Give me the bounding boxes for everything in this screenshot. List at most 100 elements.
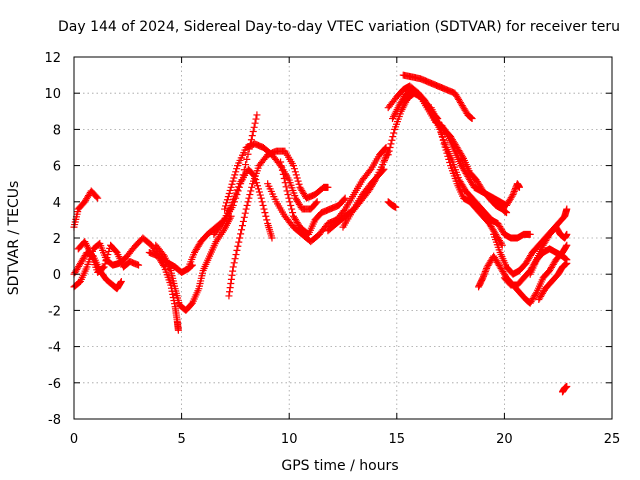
series-arc-8 [210, 165, 276, 242]
data-point [443, 149, 451, 157]
data-point [288, 205, 296, 213]
series-arc-25 [535, 259, 571, 304]
data-point [381, 155, 389, 163]
series-arc-17 [388, 87, 506, 249]
data-point [279, 170, 287, 178]
data-point [290, 162, 298, 170]
data-point [439, 136, 447, 144]
y-tick-label: -4 [48, 341, 61, 356]
data-point [252, 115, 260, 123]
series-arc-1 [70, 187, 102, 231]
y-tick-label: 6 [53, 160, 61, 175]
data-point [563, 230, 571, 238]
data-point [508, 192, 516, 200]
data-point [228, 198, 236, 206]
data-point [242, 205, 250, 213]
data-point [159, 251, 167, 259]
data-point [340, 195, 348, 203]
series-arc-10 [225, 147, 332, 300]
data-point [226, 284, 234, 292]
data-point [482, 266, 490, 274]
data-point [278, 162, 286, 170]
data-point [232, 251, 240, 259]
data-point [444, 152, 452, 160]
data-point [100, 263, 108, 271]
data-point [243, 155, 251, 163]
data-point [312, 199, 320, 207]
data-point [442, 146, 450, 154]
data-point [244, 150, 252, 158]
y-axis-label: SDTVAR / TECUs [6, 181, 22, 296]
data-point [254, 185, 262, 193]
data-point [117, 278, 125, 286]
y-tick-label: -2 [48, 304, 61, 319]
data-point [248, 183, 256, 191]
data-point [479, 272, 487, 280]
data-point [370, 178, 378, 186]
x-tick-label: 0 [70, 432, 78, 447]
data-point [233, 165, 241, 173]
data-point [291, 168, 299, 176]
data-point [232, 168, 240, 176]
data-point [526, 230, 534, 238]
data-point [481, 268, 489, 276]
data-point [259, 201, 267, 209]
plot-frame [73, 56, 613, 420]
data-point [253, 111, 261, 119]
data-point [232, 189, 240, 197]
data-point [497, 240, 505, 248]
data-point [227, 183, 235, 191]
data-point [260, 205, 268, 213]
data-point [104, 251, 112, 259]
data-point [225, 292, 233, 300]
data-point [231, 192, 239, 200]
data-point [268, 234, 276, 242]
data-point [236, 234, 244, 242]
data-point [292, 171, 300, 179]
data-point [511, 186, 519, 194]
x-tick-label: 5 [177, 432, 185, 447]
data-point [446, 158, 454, 166]
data-point [256, 191, 264, 199]
data-point [313, 198, 321, 206]
data-point [380, 158, 388, 166]
data-point [440, 140, 448, 148]
data-point [281, 179, 289, 187]
data-point [227, 275, 235, 283]
data-point [390, 129, 398, 137]
data-point [385, 147, 393, 155]
x-axis-tick-labels: 0 5 10 15 20 25 [70, 432, 620, 447]
data-point [227, 280, 235, 288]
data-point [277, 158, 285, 166]
y-axis-tick-labels: -8 -6 -4 -2 0 2 4 6 8 10 12 [44, 51, 61, 428]
data-point [468, 115, 476, 123]
data-point [99, 264, 107, 272]
y-tick-label: -6 [48, 377, 61, 392]
y-tick-label: 12 [44, 51, 61, 66]
data-point [243, 201, 251, 209]
data-point [93, 193, 101, 201]
data-point [290, 165, 298, 173]
data-point [386, 144, 394, 151]
data-point [174, 326, 182, 334]
data-point [105, 247, 113, 255]
data-point [257, 194, 265, 202]
data-point [366, 167, 374, 175]
data-point [242, 161, 250, 169]
data-point [280, 175, 288, 183]
data-point [238, 222, 246, 230]
data-point [226, 186, 234, 194]
data-point [253, 179, 261, 187]
series-arc-15 [384, 198, 400, 211]
data-point [235, 238, 243, 246]
data-point [286, 198, 294, 206]
data-point [289, 209, 297, 217]
data-point [255, 188, 263, 196]
data-point [226, 288, 234, 296]
data-point [262, 212, 270, 220]
data-point [563, 382, 571, 390]
data-point [221, 205, 229, 213]
data-point [509, 191, 517, 199]
data-point [295, 180, 303, 188]
